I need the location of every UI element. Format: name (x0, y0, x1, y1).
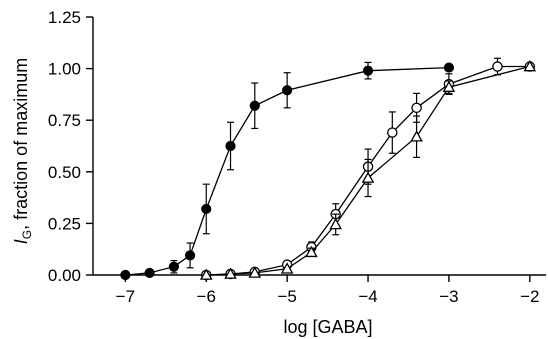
data-point (248, 266, 262, 278)
y-axis-title-symbol: I (11, 239, 31, 244)
data-point (120, 269, 131, 281)
data-point (144, 267, 155, 279)
y-tick-label: 1.25 (48, 8, 81, 27)
series-layer (120, 57, 537, 281)
data-point (523, 59, 537, 72)
y-tick-label: 0.00 (48, 266, 81, 285)
data-point (387, 127, 398, 138)
x-tick-label: −3 (439, 287, 458, 306)
x-tick-label: −4 (358, 287, 377, 306)
data-point (224, 267, 237, 279)
data-point (225, 140, 236, 152)
series-line (206, 65, 530, 276)
data-point (410, 130, 423, 142)
data-point (492, 61, 503, 72)
data-point (249, 100, 260, 111)
data-point (305, 245, 318, 258)
y-tick-label: 0.50 (48, 163, 81, 182)
axes: 0.00 0.25 0.50 0.75 1.00 1.25 −7 −6 −5 −4 −3 −2 (48, 8, 546, 306)
y-axis-title-rest: , fraction of maximum (11, 58, 31, 230)
data-point (442, 80, 456, 92)
data-point (443, 62, 455, 73)
x-tick-label: −5 (277, 287, 296, 306)
x-tick-label: −7 (116, 287, 135, 306)
data-point (280, 262, 294, 274)
x-axis-title: log [GABA] (283, 317, 372, 337)
y-axis-title: IG, fraction of maximum (11, 58, 34, 244)
data-point (329, 217, 342, 230)
data-point (201, 203, 212, 215)
series-filled-circle (120, 61, 455, 281)
data-point (184, 250, 196, 261)
data-point (199, 268, 213, 280)
data-point (411, 102, 422, 114)
series-open-triangle (199, 59, 537, 280)
y-tick-label: 0.25 (48, 214, 81, 233)
series-line (125, 66, 449, 276)
x-tick-label: −6 (197, 287, 216, 306)
y-axis-title-subscript: G (20, 230, 34, 239)
y-tick-label: 1.00 (48, 60, 81, 79)
x-tick-label: −2 (520, 287, 539, 306)
y-tick-label: 0.75 (48, 111, 81, 130)
data-point (362, 65, 374, 76)
data-point (168, 261, 179, 272)
data-point (361, 171, 375, 183)
data-point (282, 85, 293, 96)
